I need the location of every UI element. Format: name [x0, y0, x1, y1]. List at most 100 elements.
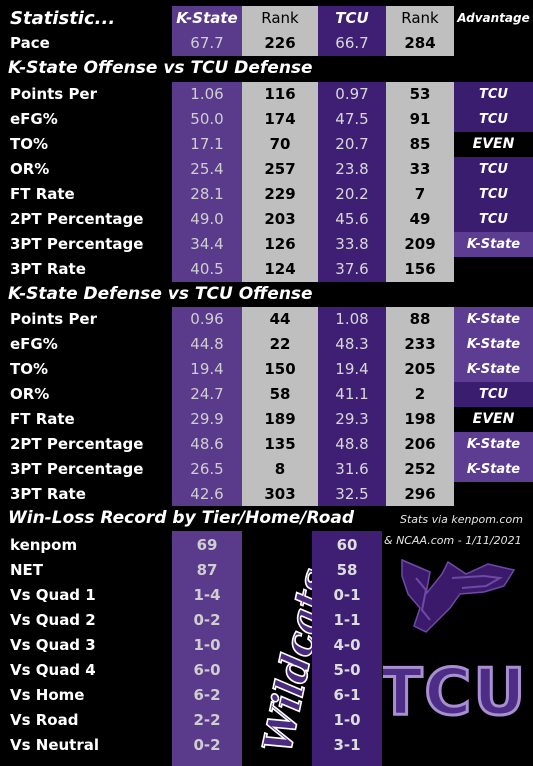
stat-tcu-value: 37.6	[318, 257, 386, 282]
stat-label: eFG%	[0, 332, 172, 357]
stat-ks-value: 29.9	[172, 407, 242, 432]
stat-tcu-rank: 209	[386, 232, 454, 257]
record-label: Vs Home	[0, 683, 172, 708]
record-row: Vs Neutral 0-2 3-1	[0, 733, 533, 758]
header-advantage: Advantage	[454, 6, 533, 31]
stat-tcu-value: 20.7	[318, 132, 386, 157]
stat-ks-rank: 124	[242, 257, 318, 282]
record-ks-value: 2-2	[193, 711, 221, 729]
stat-tcu-value: 48.8	[318, 432, 386, 457]
record-label: Vs Quad 4	[0, 658, 172, 683]
stat-row: 3PT Rate 42.6 303 32.5 296	[0, 482, 533, 507]
stat-ks-rank: 229	[242, 182, 318, 207]
stat-ks-rank: 303	[242, 482, 318, 507]
stat-label: TO%	[0, 132, 172, 157]
stat-ks-value: 24.7	[172, 382, 242, 407]
record-tcu-value: 5-0	[333, 661, 361, 679]
stat-ks-rank: 189	[242, 407, 318, 432]
stat-label: TO%	[0, 357, 172, 382]
record-tcu-value: 3-1	[333, 736, 361, 754]
pace-ks-rank: 226	[242, 31, 318, 56]
stat-advantage: TCU	[454, 157, 533, 182]
stat-label: 3PT Rate	[0, 482, 172, 507]
wildcats-logo-text: Wildcats	[254, 565, 312, 757]
stat-advantage: K-State	[454, 457, 533, 482]
powercat-logo-icon	[401, 558, 516, 633]
kstate-record-column	[172, 531, 242, 766]
stat-row: OR% 25.4 257 23.8 33 TCU	[0, 157, 533, 182]
record-ks-value: 1-4	[193, 586, 221, 604]
stat-tcu-value: 23.8	[318, 157, 386, 182]
header-statistic: Statistic...	[0, 6, 172, 31]
stat-advantage: TCU	[454, 207, 533, 232]
record-label: Vs Road	[0, 708, 172, 733]
stat-ks-rank: 174	[242, 107, 318, 132]
stat-tcu-value: 0.97	[318, 82, 386, 107]
section-record-text: Win-Loss Record by Tier/Home/Road	[8, 508, 355, 528]
stat-label: Points Per Possession	[0, 82, 172, 128]
stat-advantage: TCU	[454, 382, 533, 407]
stat-row: 3PT Rate 40.5 124 37.6 156	[0, 257, 533, 282]
header-kstate: K-State	[172, 6, 242, 31]
stat-advantage: K-State	[454, 232, 533, 257]
record-ks-value: 87	[196, 561, 218, 579]
section-defense-title: K-State Defense vs TCU Offense	[0, 282, 533, 307]
record-ks-value: 6-2	[193, 686, 221, 704]
pace-ks: 67.7	[172, 31, 242, 56]
stat-ks-value: 48.6	[172, 432, 242, 457]
stat-advantage: TCU	[454, 82, 533, 107]
record-label: Vs Quad 1	[0, 583, 172, 608]
stat-ks-value: 44.8	[172, 332, 242, 357]
stat-tcu-rank: 252	[386, 457, 454, 482]
stat-ks-value: 42.6	[172, 482, 242, 507]
stat-row: FT Rate 29.9 189 29.3 198 EVEN	[0, 407, 533, 432]
record-tcu-value: 1-0	[333, 711, 361, 729]
stat-label: 3PT Percentage	[0, 232, 172, 257]
stat-tcu-value: 20.2	[318, 182, 386, 207]
record-tcu-value: 0-1	[333, 586, 361, 604]
record-ks-value: 69	[196, 536, 218, 554]
stat-ks-rank: 135	[242, 432, 318, 457]
stat-ks-rank: 150	[242, 357, 318, 382]
record-row: kenpom 69 60	[0, 533, 533, 558]
record-ks-value: 0-2	[193, 736, 221, 754]
credit-line-2: & NCAA.com - 1/11/2021	[384, 534, 522, 547]
stat-row: 2PT Percentage 49.0 203 45.6 49 TCU	[0, 207, 533, 232]
section-defense-text: K-State Defense vs TCU Offense	[8, 284, 313, 304]
stat-label: 2PT Percentage	[0, 432, 172, 457]
stat-ks-value: 26.5	[172, 457, 242, 482]
stat-tcu-rank: 206	[386, 432, 454, 457]
stat-label: 2PT Percentage	[0, 207, 172, 232]
stat-tcu-rank: 88	[386, 307, 454, 332]
record-label: Vs Quad 2	[0, 608, 172, 633]
stat-tcu-rank: 7	[386, 182, 454, 207]
stat-advantage: K-State	[454, 357, 533, 382]
stat-ks-rank: 257	[242, 157, 318, 182]
stat-ks-rank: 22	[242, 332, 318, 357]
stat-tcu-value: 45.6	[318, 207, 386, 232]
pace-adv	[454, 31, 533, 56]
stat-row: FT Rate 28.1 229 20.2 7 TCU	[0, 182, 533, 207]
stat-tcu-rank: 85	[386, 132, 454, 157]
record-row: Vs Home 6-2 6-1	[0, 683, 533, 708]
pace-row: Pace 67.7 226 66.7 284	[0, 31, 533, 56]
stat-ks-value: 1.06	[172, 82, 242, 107]
header-rank-2: Rank	[386, 6, 454, 31]
stat-tcu-rank: 33	[386, 157, 454, 182]
stat-row: eFG% 44.8 22 48.3 233 K-State	[0, 332, 533, 357]
record-ks-value: 1-0	[193, 636, 221, 654]
stat-ks-rank: 70	[242, 132, 318, 157]
section-offense-text: K-State Offense vs TCU Defense	[8, 58, 313, 78]
pace-tcu: 66.7	[318, 31, 386, 56]
credit-line-1: Stats via kenpom.com	[400, 513, 523, 526]
record-row: Vs Quad 3 1-0 4-0	[0, 633, 533, 658]
stat-tcu-rank: 205	[386, 357, 454, 382]
stat-advantage: EVEN	[454, 132, 533, 157]
stat-ks-rank: 44	[242, 307, 318, 332]
stat-tcu-rank: 91	[386, 107, 454, 132]
record-label: Vs Neutral	[0, 733, 172, 758]
record-label: Vs Quad 3	[0, 633, 172, 658]
stat-tcu-value: 33.8	[318, 232, 386, 257]
record-ks-value: 6-0	[193, 661, 221, 679]
record-tcu-value: 60	[336, 536, 358, 554]
